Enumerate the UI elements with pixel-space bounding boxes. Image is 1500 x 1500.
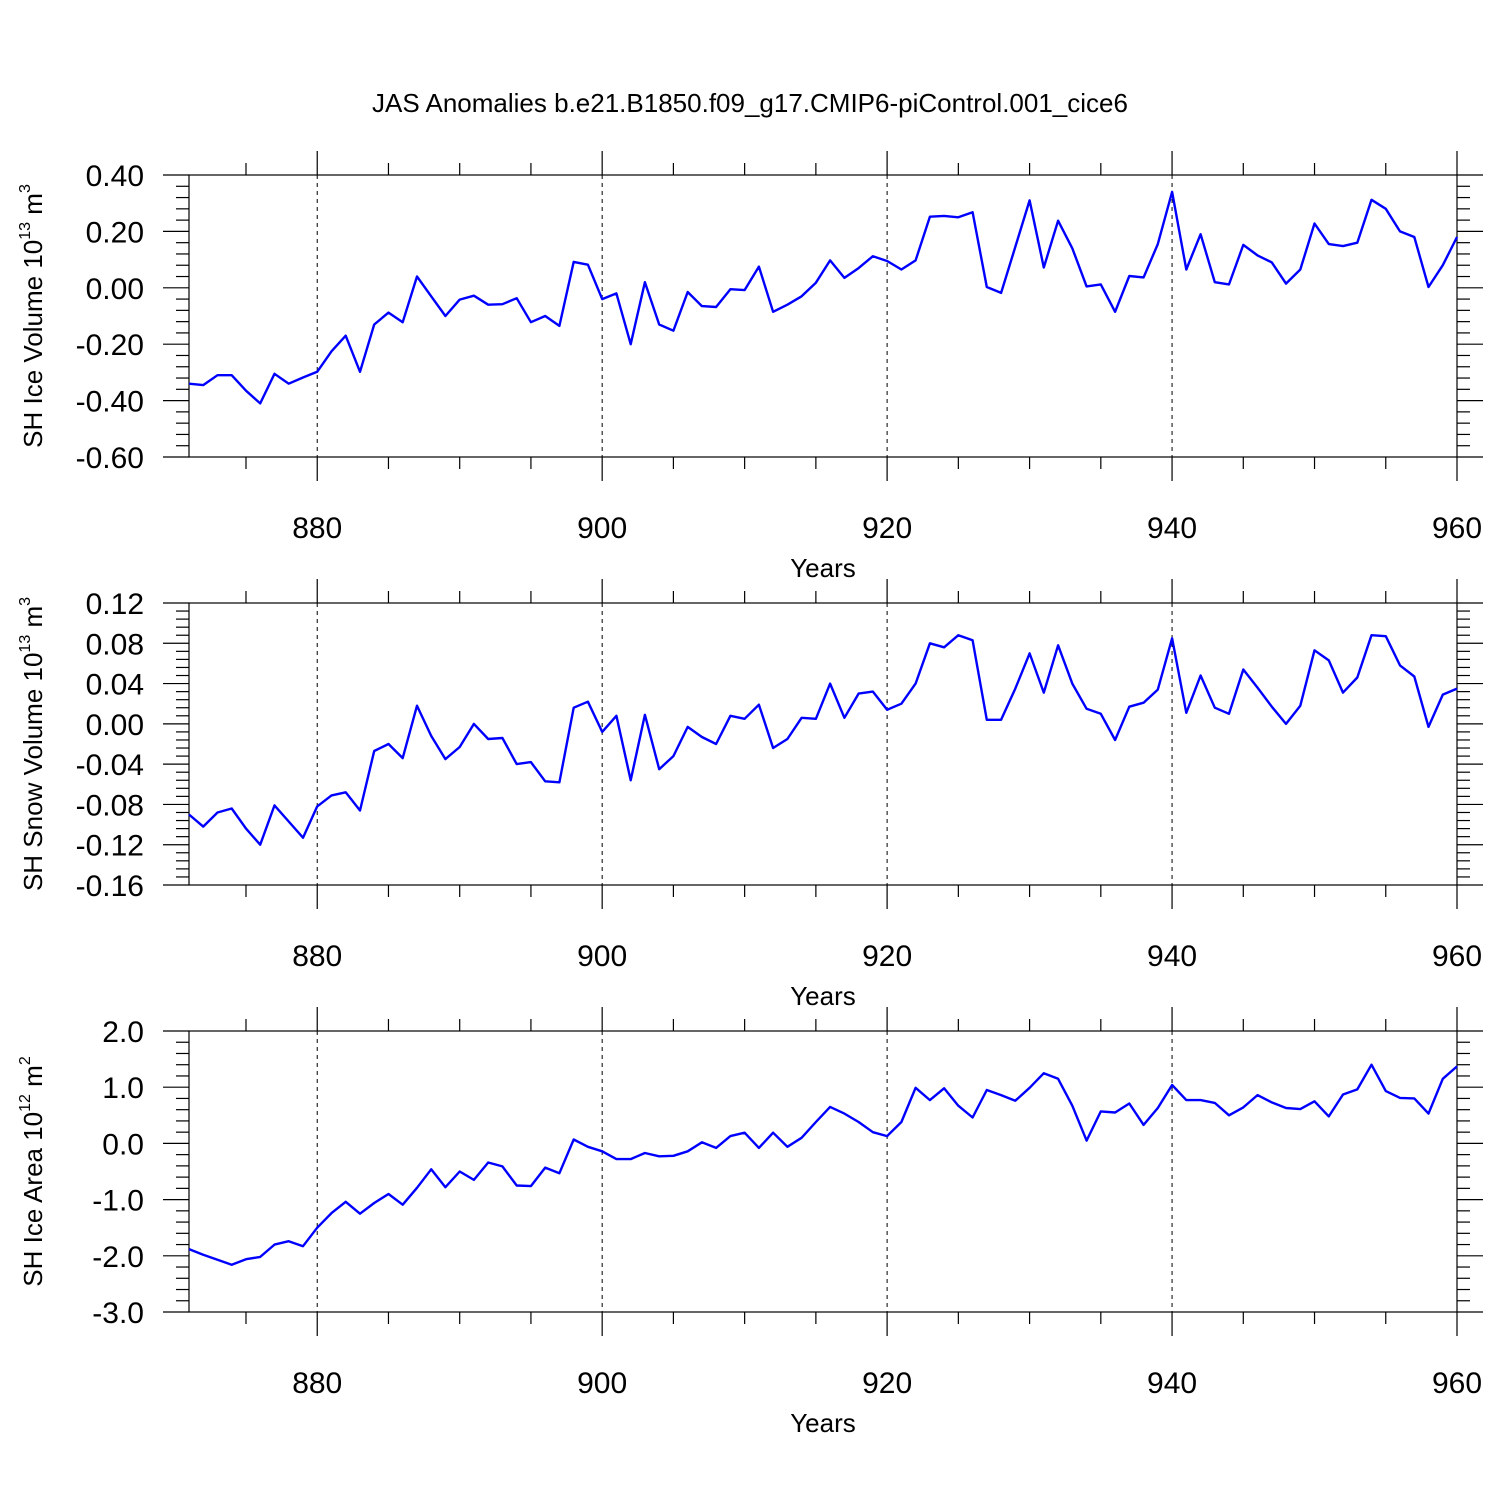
plot-frame: [188, 602, 1458, 886]
y-tick-label: 0.20: [86, 216, 144, 249]
y-tick-label: 2.0: [102, 1016, 144, 1049]
x-tick-label: 900: [577, 940, 627, 973]
y-tick-label: -0.04: [76, 749, 144, 782]
plot-frame: [188, 1030, 1458, 1313]
y-tick-label: -3.0: [92, 1297, 144, 1330]
y-tick-label: -0.16: [76, 870, 144, 903]
x-axis-label: Years: [790, 553, 856, 583]
y-tick-label: -0.12: [76, 830, 144, 863]
x-tick-label: 900: [577, 512, 627, 545]
x-tick-label: 880: [292, 940, 342, 973]
data-series-line: [188, 1063, 1458, 1267]
x-tick-label: 960: [1432, 940, 1482, 973]
x-tick-label: 880: [292, 512, 342, 545]
data-series-line: [188, 190, 1459, 405]
x-tick-label: 920: [862, 512, 912, 545]
panel-3: -3.0 -2.0 -1.0 0.0 1.0 2.0 880 900 920 940 960 Year…: [17, 1007, 1483, 1438]
x-axis-label: Years: [790, 981, 856, 1011]
x-tick-label: 880: [292, 1367, 342, 1400]
panel-1: -0.60 -0.40 -0.20 0.00 0.20 0.40 880 900 920 940 9…: [17, 151, 1483, 583]
plot-frame: [188, 174, 1458, 458]
y-tick-label: 0.00: [86, 273, 144, 306]
x-tick-label: 940: [1147, 512, 1197, 545]
y-tick-label: 0.04: [86, 669, 144, 702]
y-tick-label: 0.08: [86, 628, 144, 661]
y-tick-label: 0.12: [86, 588, 144, 621]
data-series-line: [188, 634, 1458, 846]
y-tick-label: 1.0: [102, 1072, 144, 1105]
y-tick-label: -0.20: [76, 329, 144, 362]
y-tick-label: -0.60: [76, 442, 144, 475]
y-tick-label: 0.0: [102, 1128, 144, 1161]
x-tick-label: 900: [577, 1367, 627, 1400]
y-tick-label: -0.40: [76, 386, 144, 419]
x-axis-label: Years: [790, 1408, 856, 1438]
y-tick-label: -1.0: [92, 1185, 144, 1218]
y-tick-label: 0.00: [86, 709, 144, 742]
panels: -0.60 -0.40 -0.20 0.00 0.20 0.40 880 900 920 940 9…: [17, 151, 1483, 1438]
y-axis-label: SH Snow Volume 1013 m3: [17, 597, 48, 891]
y-axis-label: SH Ice Volume 1013 m3: [17, 184, 48, 448]
y-axis-label: SH Ice Area 1012 m2: [17, 1056, 48, 1287]
x-tick-label: 940: [1147, 1367, 1197, 1400]
y-tick-label: 0.40: [86, 160, 144, 193]
figure-title: JAS Anomalies b.e21.B1850.f09_g17.CMIP6-…: [372, 88, 1128, 118]
panel-2: -0.16 -0.12 -0.08 -0.04 0.00 0.04 0.08 0.12 880 9…: [17, 579, 1483, 1011]
x-tick-label: 920: [862, 940, 912, 973]
y-tick-label: -0.08: [76, 789, 144, 822]
x-tick-label: 960: [1432, 512, 1482, 545]
x-tick-label: 960: [1432, 1367, 1482, 1400]
x-tick-label: 940: [1147, 940, 1197, 973]
y-tick-label: -2.0: [92, 1241, 144, 1274]
x-tick-label: 920: [862, 1367, 912, 1400]
